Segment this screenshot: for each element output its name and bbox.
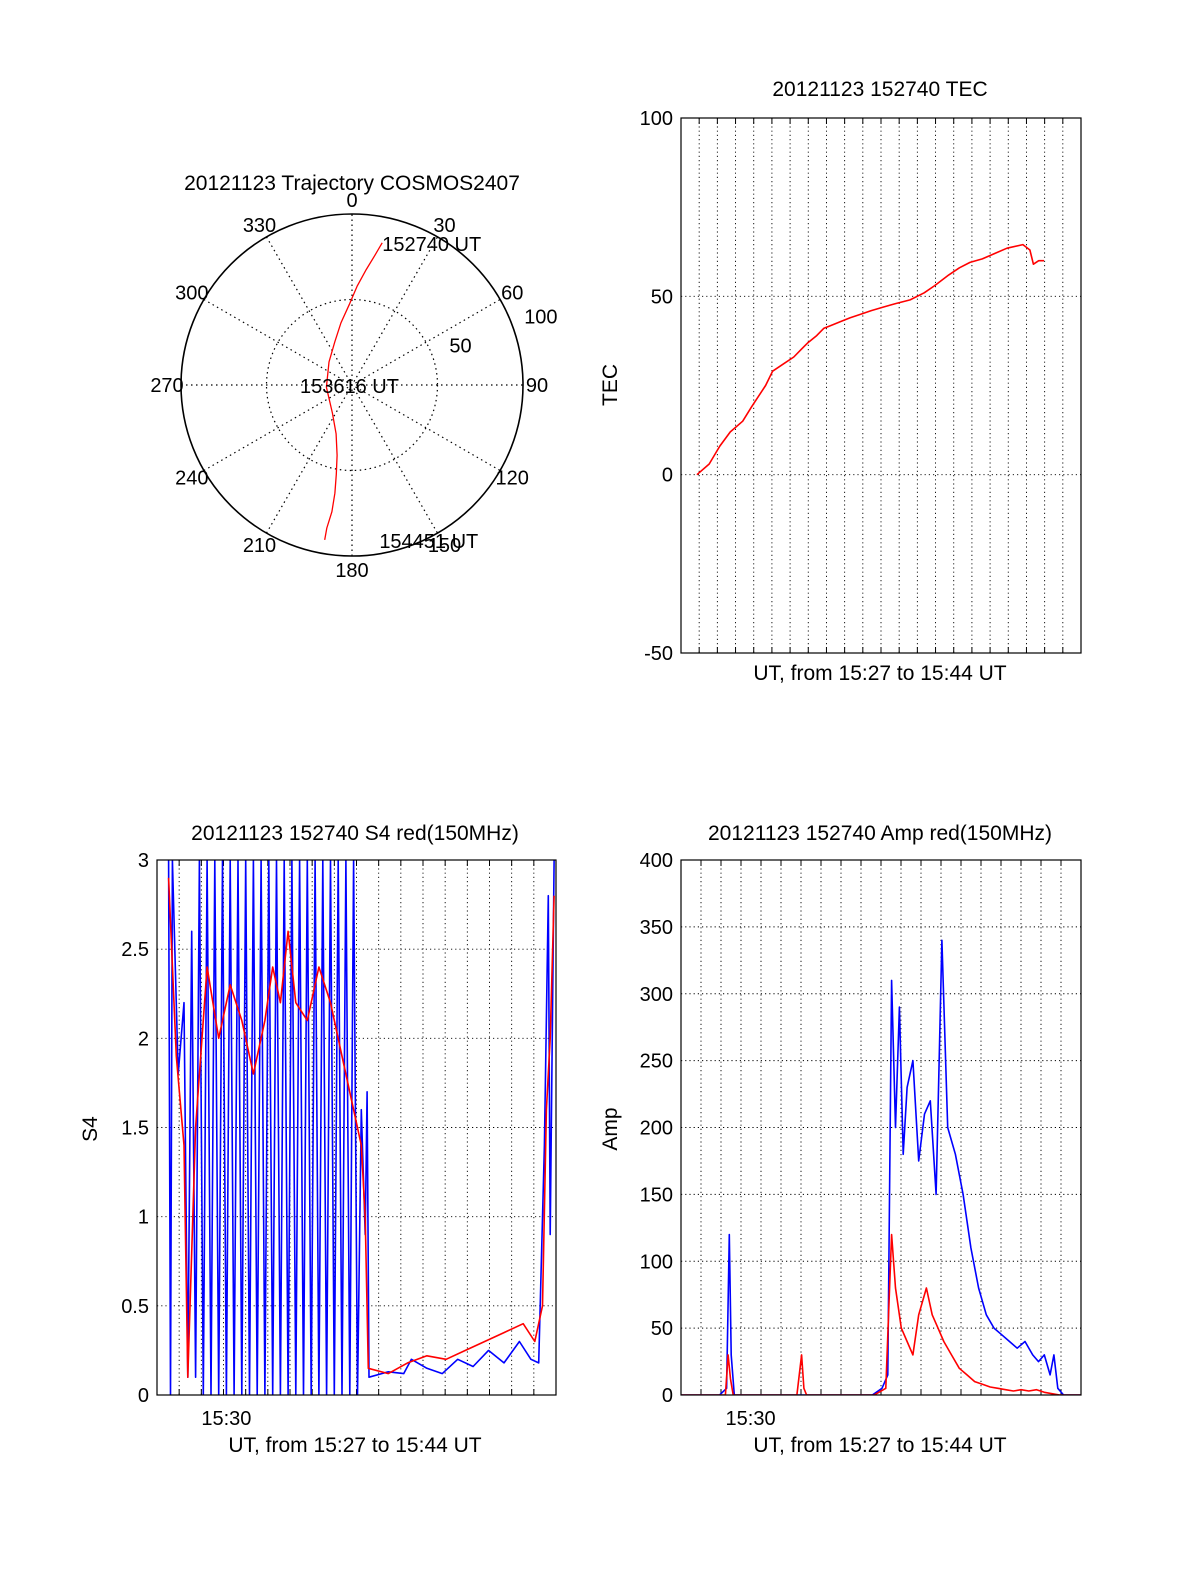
y-tick-label: 2.5 bbox=[121, 939, 149, 961]
polar-angle-label: 330 bbox=[243, 215, 276, 237]
polar-angle-label: 90 bbox=[526, 375, 548, 397]
tec-plot-area: -50 0 50 100 bbox=[640, 108, 1082, 665]
y-tick-label: 1.5 bbox=[121, 1118, 149, 1140]
polar-grid bbox=[180, 213, 524, 557]
y-tick-label: 200 bbox=[640, 1118, 673, 1140]
plot-frame bbox=[680, 859, 1082, 1396]
tec-chart-title: 20121123 152740 TEC bbox=[772, 78, 987, 101]
s4-y-axis-label: S4 bbox=[79, 1116, 102, 1142]
polar-angle-label: 270 bbox=[150, 375, 183, 397]
polar-point-labels: 152740 UT 153616 UT 154451 UT bbox=[300, 234, 481, 553]
y-tick-label: 100 bbox=[640, 1251, 673, 1273]
series-line-blue bbox=[167, 860, 555, 1395]
amp-x-axis-label: UT, from 15:27 to 15:44 UT bbox=[753, 1434, 1006, 1457]
y-tick-label: -50 bbox=[644, 643, 673, 665]
polar-radial-label: 100 bbox=[524, 306, 557, 328]
s4-plot-area: 0 0.5 1 1.5 2 2.5 3 15:30 bbox=[121, 850, 557, 1430]
trajectory-point-label: 153616 UT bbox=[300, 376, 399, 398]
trajectory-line bbox=[324, 242, 383, 541]
polar-angle-label: 240 bbox=[175, 468, 208, 490]
y-tick-label: 50 bbox=[651, 1318, 673, 1340]
polar-angle-label: 0 bbox=[346, 190, 357, 212]
y-tick-label: 350 bbox=[640, 917, 673, 939]
amp-chart-title: 20121123 152740 Amp red(150MHz) bbox=[708, 822, 1052, 845]
trajectory-polar-chart: 20121123 Trajectory COSMOS2407 0 30 60 90 12… bbox=[150, 172, 557, 582]
y-tick-label: 150 bbox=[640, 1184, 673, 1206]
x-tick-label: 15:30 bbox=[726, 1408, 776, 1430]
polar-trajectory-series bbox=[324, 242, 383, 541]
y-tick-label: 3 bbox=[138, 850, 149, 872]
y-tick-label: 50 bbox=[651, 286, 673, 308]
tec-x-axis-label: UT, from 15:27 to 15:44 UT bbox=[753, 662, 1006, 685]
x-tick-label: 15:30 bbox=[201, 1408, 251, 1430]
amp-y-axis-label: Amp bbox=[599, 1107, 622, 1150]
polar-angle-labels: 0 30 60 90 120 150 180 210 240 270 300 330 bbox=[150, 190, 548, 582]
polar-angle-label: 150 bbox=[428, 535, 461, 557]
trajectory-chart-title: 20121123 Trajectory COSMOS2407 bbox=[184, 172, 520, 195]
s4-x-axis-label: UT, from 15:27 to 15:44 UT bbox=[228, 1434, 481, 1457]
polar-angle-label: 210 bbox=[243, 535, 276, 557]
y-tick-label: 0.5 bbox=[121, 1296, 149, 1318]
polar-angle-label: 30 bbox=[433, 215, 455, 237]
polar-radial-label: 50 bbox=[449, 335, 471, 357]
y-tick-label: 0 bbox=[662, 465, 673, 487]
tec-y-axis-label: TEC bbox=[599, 364, 622, 406]
series-line-blue bbox=[681, 939, 1081, 1395]
y-tick-label: 100 bbox=[640, 108, 673, 130]
amp-plot-area: 0 50 100 150 200 250 300 350 400 15:30 bbox=[640, 850, 1082, 1430]
amp-chart: 20121123 152740 Amp red(150MHz) UT, from… bbox=[599, 822, 1082, 1457]
s4-chart-title: 20121123 152740 S4 red(150MHz) bbox=[191, 822, 519, 845]
y-tick-label: 0 bbox=[662, 1385, 673, 1407]
polar-angle-label: 60 bbox=[501, 283, 523, 305]
y-tick-label: 400 bbox=[640, 850, 673, 872]
y-tick-label: 250 bbox=[640, 1051, 673, 1073]
polar-angle-label: 120 bbox=[496, 468, 529, 490]
s4-chart: 20121123 152740 S4 red(150MHz) UT, from … bbox=[79, 822, 557, 1457]
y-tick-label: 2 bbox=[138, 1028, 149, 1050]
series-line-red bbox=[167, 877, 555, 1378]
plot-frame bbox=[156, 859, 557, 1396]
y-tick-label: 0 bbox=[138, 1385, 149, 1407]
tec-chart: 20121123 152740 TEC UT, from 15:27 to 15… bbox=[599, 78, 1082, 685]
polar-radial-labels: 50 100 bbox=[449, 306, 557, 357]
y-tick-label: 300 bbox=[640, 984, 673, 1006]
polar-spoke bbox=[265, 236, 439, 534]
series-line-red bbox=[696, 243, 1044, 476]
series-line-red bbox=[681, 1233, 1081, 1395]
polar-angle-label: 300 bbox=[175, 283, 208, 305]
trajectory-point-label: 154451 UT bbox=[379, 531, 478, 553]
polar-angle-label: 180 bbox=[335, 560, 368, 582]
trajectory-point-label: 152740 UT bbox=[382, 234, 481, 256]
y-tick-label: 1 bbox=[138, 1207, 149, 1229]
plot-frame bbox=[680, 117, 1082, 654]
